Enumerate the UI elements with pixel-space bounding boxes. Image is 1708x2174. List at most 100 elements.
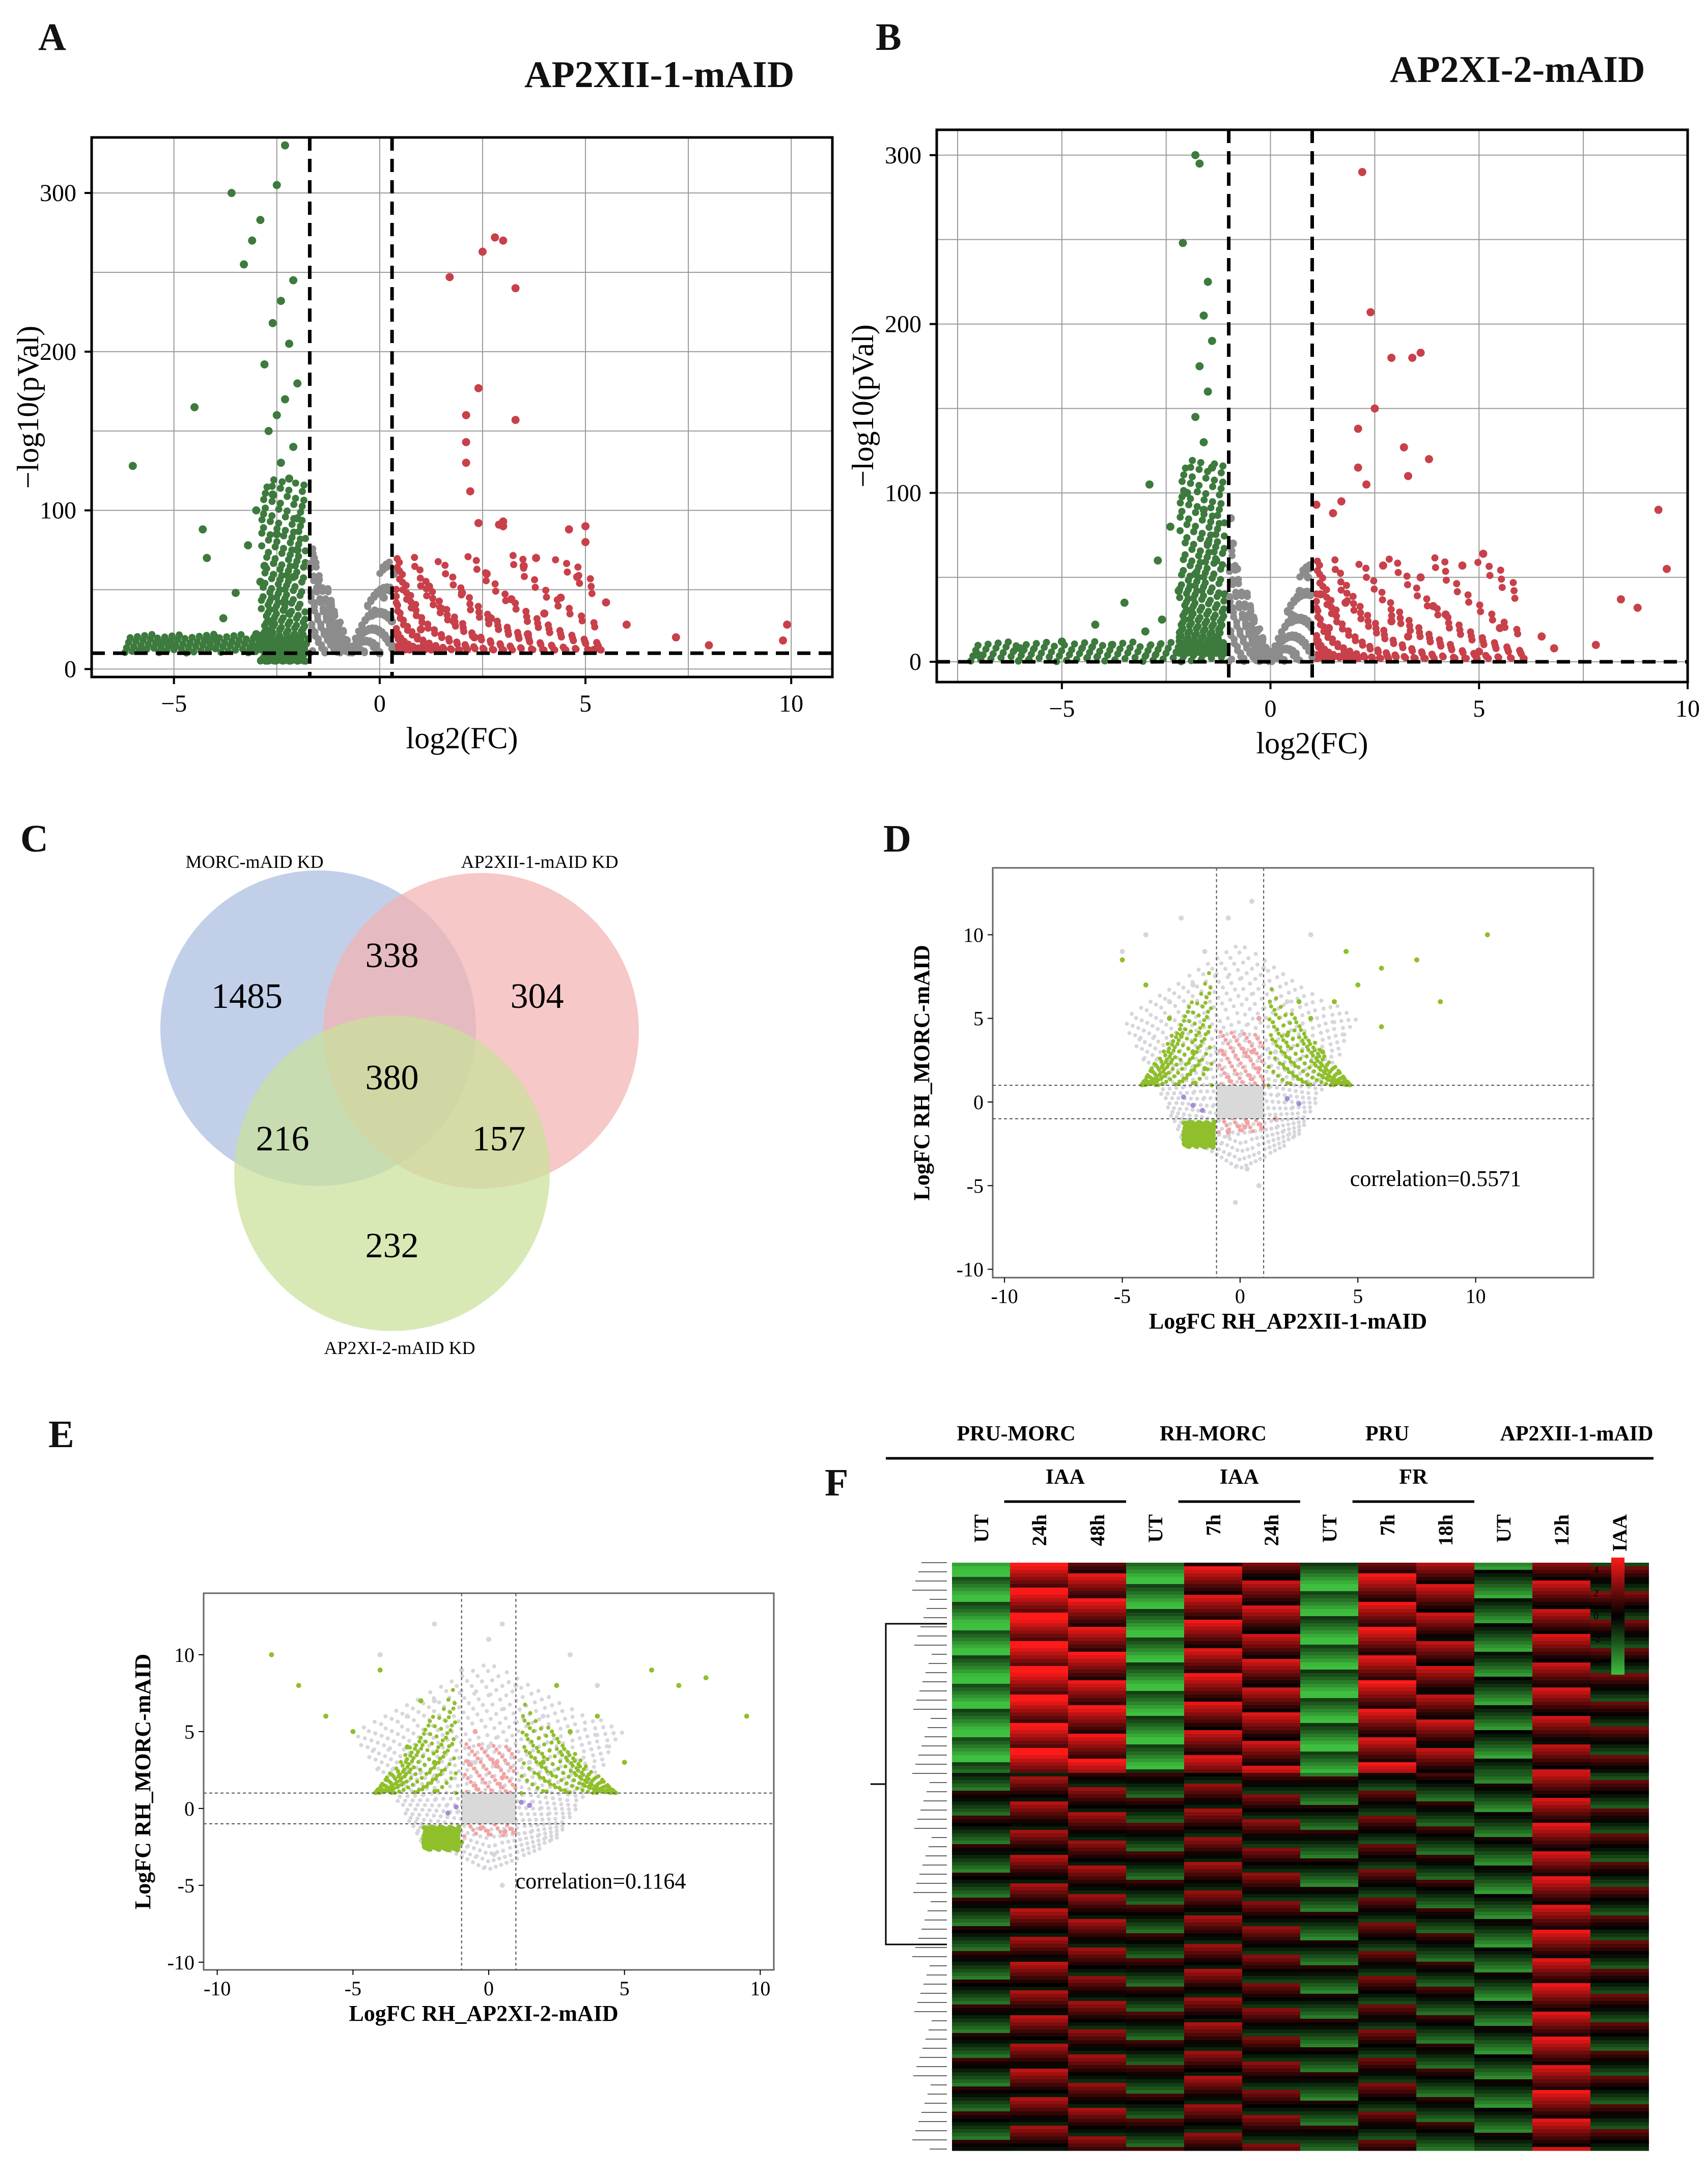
- point-grey: [1300, 1021, 1305, 1026]
- point-grey: [490, 1678, 494, 1683]
- point-up: [432, 642, 440, 650]
- point-green: [410, 1783, 415, 1787]
- point-grey: [440, 1759, 444, 1764]
- point-up: [1399, 443, 1408, 451]
- point-grey: [1156, 1039, 1161, 1044]
- point-up: [412, 606, 420, 614]
- point-green: [1297, 1024, 1302, 1029]
- heatmap-cell: [1474, 1577, 1533, 1581]
- point-down: [152, 639, 160, 646]
- point-up: [1397, 620, 1405, 628]
- point-down: [1180, 487, 1188, 494]
- point-grey: [1279, 994, 1283, 998]
- point-pink: [472, 1753, 477, 1757]
- point-pink: [1234, 1038, 1239, 1043]
- point-green: [1279, 1049, 1284, 1054]
- point-grey: [1198, 1089, 1203, 1094]
- point-green: [436, 1760, 441, 1765]
- point-grey: [574, 1798, 579, 1803]
- point-green: [1183, 1014, 1187, 1019]
- point-green: [568, 1790, 572, 1795]
- heatmap-cell: [1300, 1620, 1359, 1624]
- point-down: [260, 510, 267, 518]
- point-green: [1178, 1058, 1183, 1062]
- point-grey: [501, 1848, 506, 1853]
- point-grey: [1249, 1161, 1253, 1166]
- point-grey: [1269, 1119, 1274, 1123]
- point-down: [1195, 482, 1203, 489]
- point-grey: [450, 1679, 454, 1684]
- point-up: [581, 538, 590, 546]
- point-grey: [536, 1794, 541, 1799]
- y-tick-label: 5: [973, 1007, 984, 1030]
- point-grey: [1230, 1145, 1235, 1150]
- point-grey: [543, 1795, 548, 1800]
- point-up: [446, 645, 454, 653]
- point-grey: [530, 1748, 535, 1753]
- heatmap-cell: [1242, 1595, 1301, 1599]
- point-grey: [1216, 995, 1221, 1000]
- point-up: [1458, 561, 1467, 570]
- point-up: [1445, 619, 1452, 627]
- point-pink: [508, 1779, 512, 1784]
- x-tick-label: 5: [1473, 695, 1485, 722]
- point-grey: [1159, 1005, 1163, 1010]
- point-green: [417, 1739, 422, 1744]
- point-grey: [1136, 1026, 1140, 1030]
- point-down: [240, 260, 248, 269]
- point-grey: [490, 1702, 495, 1707]
- point-grey: [1158, 1050, 1163, 1054]
- point-pink: [502, 1829, 508, 1834]
- y-tick-label: 100: [885, 479, 921, 506]
- point-green: [1299, 1028, 1303, 1032]
- heatmap-cell: [1010, 1609, 1069, 1613]
- point-green: [1289, 1059, 1293, 1064]
- point-grey: [1212, 990, 1217, 994]
- point-grey: [1264, 1099, 1269, 1104]
- point-grey: [1240, 1148, 1245, 1153]
- point-pink: [500, 1755, 505, 1759]
- point-down: [223, 633, 231, 641]
- heatmap-cell: [1068, 1563, 1127, 1567]
- point-green: [565, 1781, 569, 1786]
- heatmap-cell: [1532, 1588, 1591, 1592]
- point-grey: [394, 1708, 399, 1713]
- point-green: [1191, 1081, 1195, 1085]
- point-grey: [463, 1732, 468, 1736]
- point-down: [1177, 499, 1184, 506]
- point-green: [522, 1745, 526, 1749]
- point-pink: [469, 1763, 473, 1767]
- point-grey: [1250, 1017, 1255, 1021]
- point-down: [298, 578, 305, 586]
- point-grey: [1273, 1112, 1278, 1117]
- point-grey: [1145, 1021, 1150, 1025]
- point-green: [445, 1731, 450, 1735]
- point-green: [551, 1733, 556, 1737]
- point-grey: [427, 1743, 432, 1748]
- point-up: [1442, 576, 1450, 584]
- heatmap-cell: [1300, 1627, 1359, 1631]
- point-up: [1394, 559, 1402, 567]
- point-up: [425, 639, 433, 647]
- point-grey: [457, 1756, 461, 1760]
- point-up: [417, 582, 425, 589]
- point-down: [262, 504, 269, 512]
- point-grey: [1225, 975, 1230, 979]
- point-grey: [462, 1850, 467, 1854]
- point-pink: [1238, 1076, 1242, 1081]
- y-tick-label: 100: [40, 497, 76, 524]
- heatmap-cell: [1068, 1616, 1127, 1620]
- point-grey: [400, 1711, 405, 1716]
- point-grey: [1140, 1047, 1144, 1051]
- point-grey: [408, 1816, 413, 1820]
- point-green: [1150, 1066, 1154, 1070]
- point-green: [350, 1729, 356, 1734]
- point-up: [449, 573, 457, 581]
- point-grey: [1247, 1154, 1251, 1159]
- point-up: [1434, 611, 1442, 619]
- point-green: [1284, 1055, 1289, 1059]
- point-green: [588, 1781, 593, 1786]
- heatmap-cell: [952, 1623, 1011, 1627]
- point-pink: [506, 1762, 510, 1766]
- point-green: [1273, 1039, 1278, 1044]
